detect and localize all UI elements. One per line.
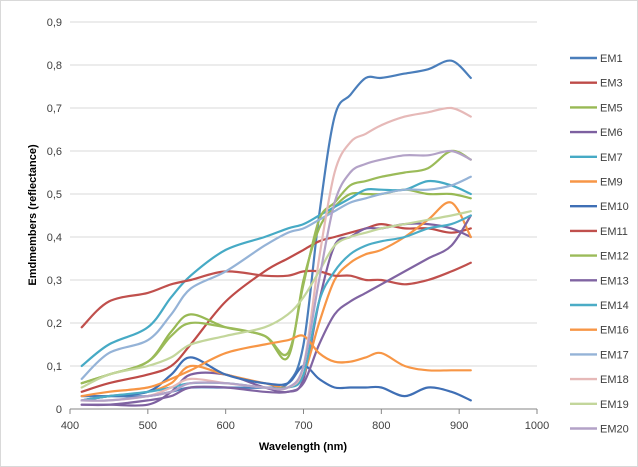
legend-label-em17: EM17 xyxy=(600,349,629,361)
series-line-em12 xyxy=(80,149,472,385)
y-tick-label: 0,4 xyxy=(47,232,62,244)
legend-label-em20: EM20 xyxy=(600,424,629,436)
x-axis-title: Wavelength (nm) xyxy=(259,441,348,453)
y-tick-label: 0,5 xyxy=(47,189,62,201)
series-line-em14 xyxy=(80,214,472,402)
y-tick-label: 0,3 xyxy=(47,275,62,287)
y-tick-label: 0,9 xyxy=(47,17,62,29)
x-tick-label: 400 xyxy=(61,420,79,432)
x-tick-label: 900 xyxy=(450,420,468,432)
x-tick-label: 700 xyxy=(294,420,312,432)
y-axis-title: Emdmembers (reflectance) xyxy=(27,144,39,286)
series-line-em6 xyxy=(80,222,472,407)
x-tick-label: 600 xyxy=(216,420,234,432)
legend-label-em6: EM6 xyxy=(600,127,623,139)
x-tick-label: 800 xyxy=(372,420,390,432)
y-tick-label: 0,6 xyxy=(47,146,62,158)
legend-label-em10: EM10 xyxy=(600,201,629,213)
legend: EM1 EM3 EM5 EM6 EM7 EM9 EM10 EM11 EM12 EM13 EM14 EM… xyxy=(570,53,629,436)
y-tick-label: 0,2 xyxy=(47,318,62,330)
y-tick-label: 0,1 xyxy=(47,361,62,373)
x-tick-label: 1000 xyxy=(525,420,549,432)
series-line-em16 xyxy=(80,334,472,398)
legend-label-em11: EM11 xyxy=(600,226,628,238)
legend-label-em7: EM7 xyxy=(600,152,623,164)
legend-label-em12: EM12 xyxy=(600,251,629,263)
series-line-em7 xyxy=(80,179,472,368)
series-line-em19 xyxy=(80,210,472,389)
y-tick-label: 0 xyxy=(56,404,62,416)
y-tick-labels: 0 0,1 0,2 0,3 0,4 0,5 0,6 0,7 0,8 0,9 xyxy=(47,17,62,416)
x-tick-label: 500 xyxy=(139,420,157,432)
series-line-em5 xyxy=(80,188,472,385)
legend-label-em5: EM5 xyxy=(600,102,623,114)
series-line-em11 xyxy=(80,261,472,329)
x-tick-labels: 400 500 600 700 800 900 1000 xyxy=(61,420,549,432)
legend-label-em16: EM16 xyxy=(600,325,629,337)
legend-label-em3: EM3 xyxy=(600,78,623,90)
series-line-em17 xyxy=(80,175,472,380)
y-tick-label: 0,7 xyxy=(47,103,62,115)
legend-label-em13: EM13 xyxy=(600,275,629,287)
series-lines xyxy=(80,59,472,407)
series-line-em10 xyxy=(80,356,472,402)
series-line-em20 xyxy=(80,149,472,402)
series-line-em13 xyxy=(80,214,472,407)
legend-label-em18: EM18 xyxy=(600,374,629,386)
y-tick-label: 0,8 xyxy=(47,60,62,72)
legend-label-em9: EM9 xyxy=(600,177,623,189)
legend-label-em1: EM1 xyxy=(600,53,623,65)
legend-label-em14: EM14 xyxy=(600,300,629,312)
series-line-em18 xyxy=(80,106,472,402)
legend-label-em19: EM19 xyxy=(600,399,629,411)
